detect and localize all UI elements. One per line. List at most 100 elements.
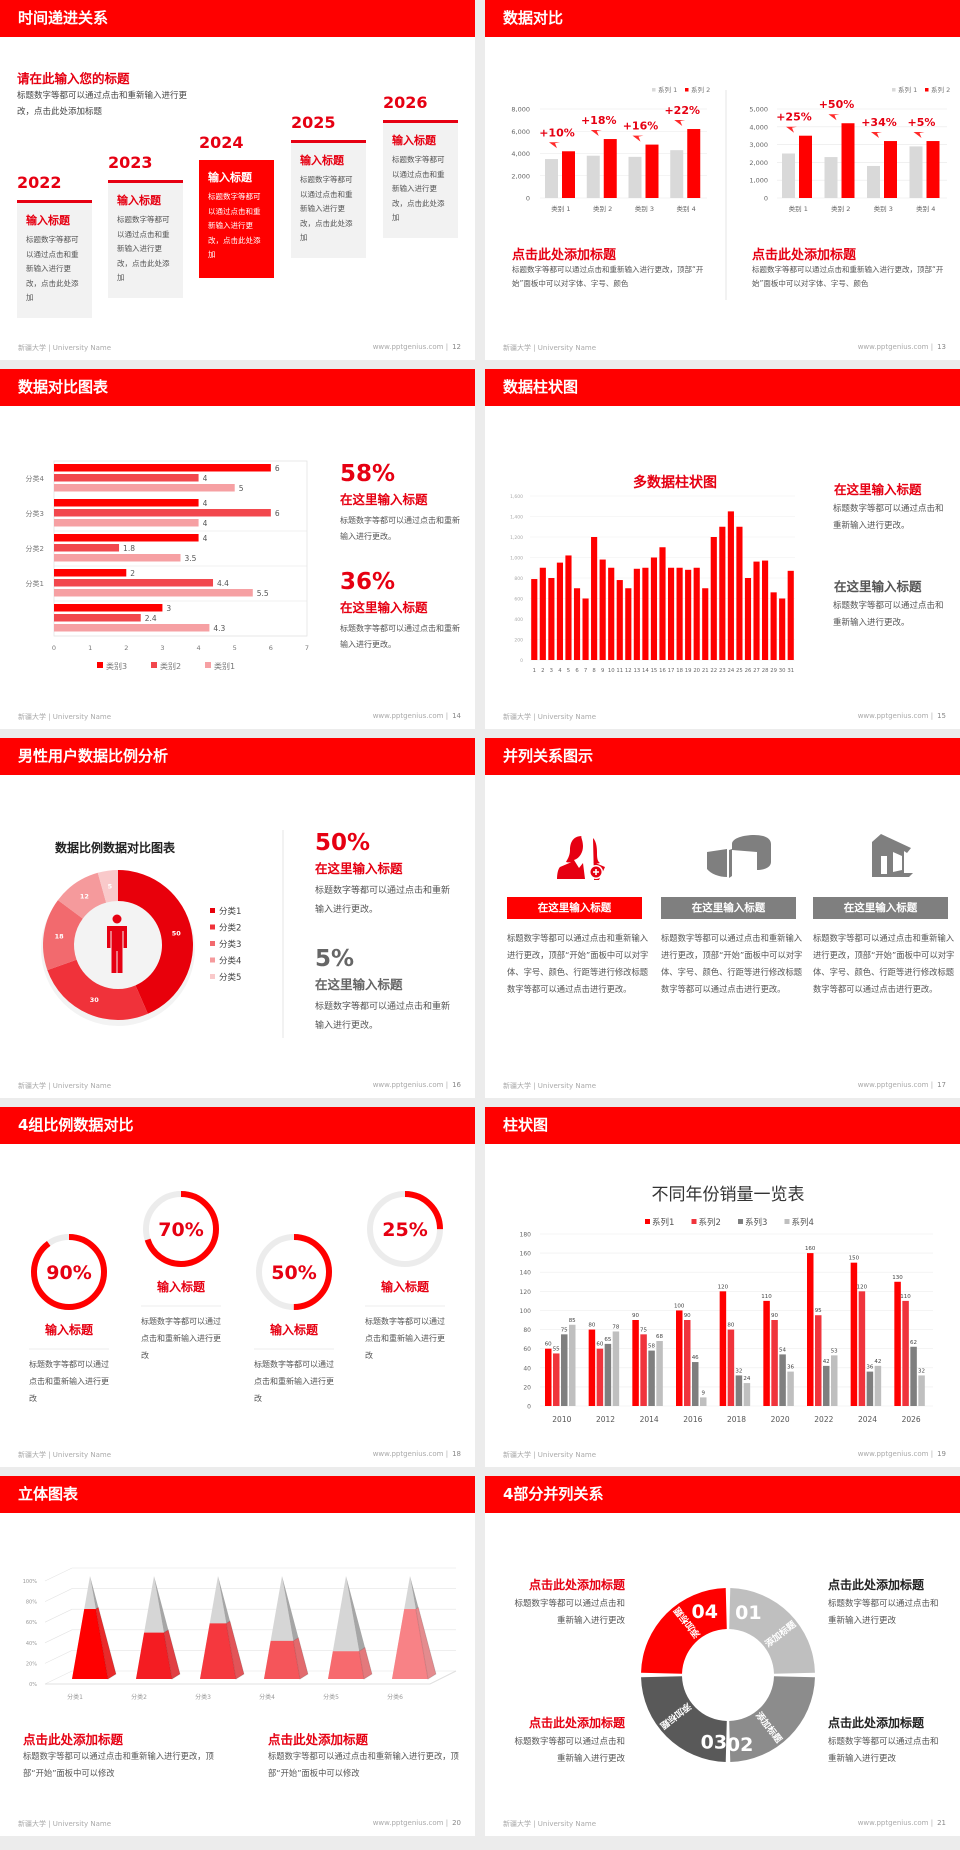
- bar-1: [586, 155, 600, 198]
- footer-site: www.pptgenius.com | 12: [373, 343, 461, 351]
- x-tick-label: 类别 1: [551, 204, 570, 213]
- data-label: 90: [771, 1313, 778, 1319]
- y-tick-label: 180: [520, 1232, 532, 1239]
- ring-percent: 25%: [382, 1219, 427, 1241]
- donut-slice: [47, 959, 148, 1020]
- x-tick-label: 15: [651, 668, 658, 674]
- bar: [667, 567, 675, 660]
- bar: [910, 1346, 917, 1406]
- bar: [582, 598, 589, 660]
- arrow-icon: [590, 130, 602, 137]
- data-label: 42: [874, 1359, 881, 1365]
- bar-2: [841, 123, 855, 198]
- legend-swatch: [210, 941, 215, 946]
- y-tick-label: 80%: [26, 1600, 37, 1606]
- page-number: 15: [937, 712, 946, 720]
- item-text: 标题数字等都可以通过点击和重新输入进行更改，顶部“开始”面板中可以对字体、字号、…: [813, 933, 955, 994]
- timeline-card[interactable]: 输入标题 标题数字等都可以通过点击和重新输入进行更改，点击此处添加: [199, 160, 274, 278]
- footer-url: www.pptgenius.com |: [372, 1450, 449, 1458]
- bar: [573, 588, 581, 660]
- bar: [556, 562, 563, 660]
- x-tick-label: 3: [550, 668, 553, 674]
- x-tick-label: 分类5: [323, 1693, 339, 1701]
- data-label: 95: [815, 1308, 822, 1314]
- footer-university: 新疆大学 | University Name: [18, 1082, 111, 1090]
- bar: [548, 578, 555, 660]
- block-text: 标题数字等都可以通过点击和重新输入进行更改: [514, 1599, 625, 1626]
- bar: [685, 569, 692, 660]
- item-title-bar[interactable]: 在这里输入标题: [507, 897, 642, 919]
- slide-14: 数据对比图表 新疆大学 | University Name www.pptgeniu…: [0, 369, 475, 729]
- bar: [632, 1320, 639, 1406]
- bar: [744, 578, 752, 660]
- bar-1: [545, 159, 558, 198]
- bar: [719, 526, 726, 660]
- y-tick-label: 8,000: [511, 106, 530, 114]
- y-tick-label: 1,200: [510, 535, 523, 541]
- timeline-card-title: 输入标题: [26, 214, 70, 227]
- timeline-year: 2026: [383, 93, 428, 112]
- stat-title: 在这里输入标题: [340, 600, 428, 615]
- legend-swatch: [205, 662, 211, 668]
- slide-title: 4部分并列关系: [485, 1476, 960, 1513]
- compare-heading: 点击此处添加标题: [752, 248, 857, 263]
- x-tick-label: 2014: [640, 1415, 659, 1424]
- donut-chart: 数据比例数据对比图表 50 分类1 30 分类2 18 分类3 12 分类4 5 分类5: [41, 830, 284, 1038]
- bar-2: [562, 151, 575, 198]
- timeline-card[interactable]: 输入标题 标题数字等都可以通过点击和重新输入进行更改，点击此处添加: [291, 140, 366, 258]
- gridline: [44, 1567, 456, 1582]
- bar-1: [670, 150, 684, 198]
- stat-title: 在这里输入标题: [315, 861, 403, 876]
- bar: [612, 1331, 620, 1406]
- pyramid-value: [264, 1640, 300, 1679]
- arrow-icon: [828, 114, 840, 121]
- bar: [625, 588, 632, 660]
- footer-url: www.pptgenius.com |: [857, 712, 934, 720]
- data-label: 36: [866, 1365, 873, 1371]
- timeline-card[interactable]: 输入标题 标题数字等都可以通过点击和重新输入进行更改，点击此处添加: [383, 120, 458, 238]
- data-label: 53: [831, 1348, 838, 1354]
- timeline-card[interactable]: 输入标题 标题数字等都可以通过点击和重新输入进行更改，点击此处添加: [108, 180, 183, 298]
- y-tick-label: 0: [520, 658, 523, 664]
- bar-2: [645, 144, 659, 198]
- x-tick-label: 6: [269, 644, 273, 652]
- timeline-card[interactable]: 输入标题 标题数字等都可以通过点击和重新输入进行更改，点击此处添加: [17, 200, 92, 318]
- bar: [692, 1362, 699, 1406]
- timeline-year: 2024: [199, 133, 244, 152]
- x-tick-label: 6: [575, 668, 579, 674]
- item-text: 标题数字等都可以通过点击和重新输入进行更改，顶部“开始”面板中可以对字体、字号、…: [507, 933, 649, 994]
- data-label: 65: [604, 1337, 611, 1343]
- data-label: 46: [692, 1355, 699, 1361]
- ring-title: 输入标题: [270, 1322, 319, 1337]
- compare-heading: 点击此处添加标题: [512, 248, 617, 263]
- x-tick-label: 7: [584, 668, 587, 674]
- item-title-bar[interactable]: 在这里输入标题: [813, 897, 948, 919]
- data-label: 6: [275, 509, 280, 518]
- bar: [656, 1341, 663, 1406]
- legend-swatch: [210, 908, 215, 913]
- y-tick-label: 2,000: [749, 159, 768, 167]
- data-label: 4.3: [213, 624, 225, 633]
- slice-label: 30: [90, 996, 100, 1004]
- person: [557, 836, 605, 880]
- bar: [918, 1375, 925, 1406]
- item-title-bar[interactable]: 在这里输入标题: [661, 897, 796, 919]
- footer-url: www.pptgenius.com |: [372, 1081, 449, 1089]
- footer-university: 新疆大学 | University Name: [18, 1451, 111, 1459]
- y-tick-label: 100: [520, 1308, 532, 1315]
- legend-label: 系列1: [652, 1217, 674, 1228]
- house-icon: [872, 834, 913, 877]
- x-tick-label: 2018: [727, 1415, 746, 1424]
- footer-site: www.pptgenius.com | 14: [373, 712, 461, 720]
- slide-title: 并列关系图示: [485, 738, 960, 775]
- pyramid-value-side: [225, 1620, 245, 1680]
- growth-label: +34%: [861, 116, 897, 129]
- y-tick-label: 0%: [29, 1682, 37, 1688]
- data-label: 85: [569, 1318, 576, 1324]
- legend-swatch: [210, 924, 215, 930]
- donut-slice: [97, 870, 118, 903]
- x-tick-label: 类别 4: [677, 204, 696, 213]
- bar: [650, 557, 658, 660]
- bar: [633, 568, 640, 660]
